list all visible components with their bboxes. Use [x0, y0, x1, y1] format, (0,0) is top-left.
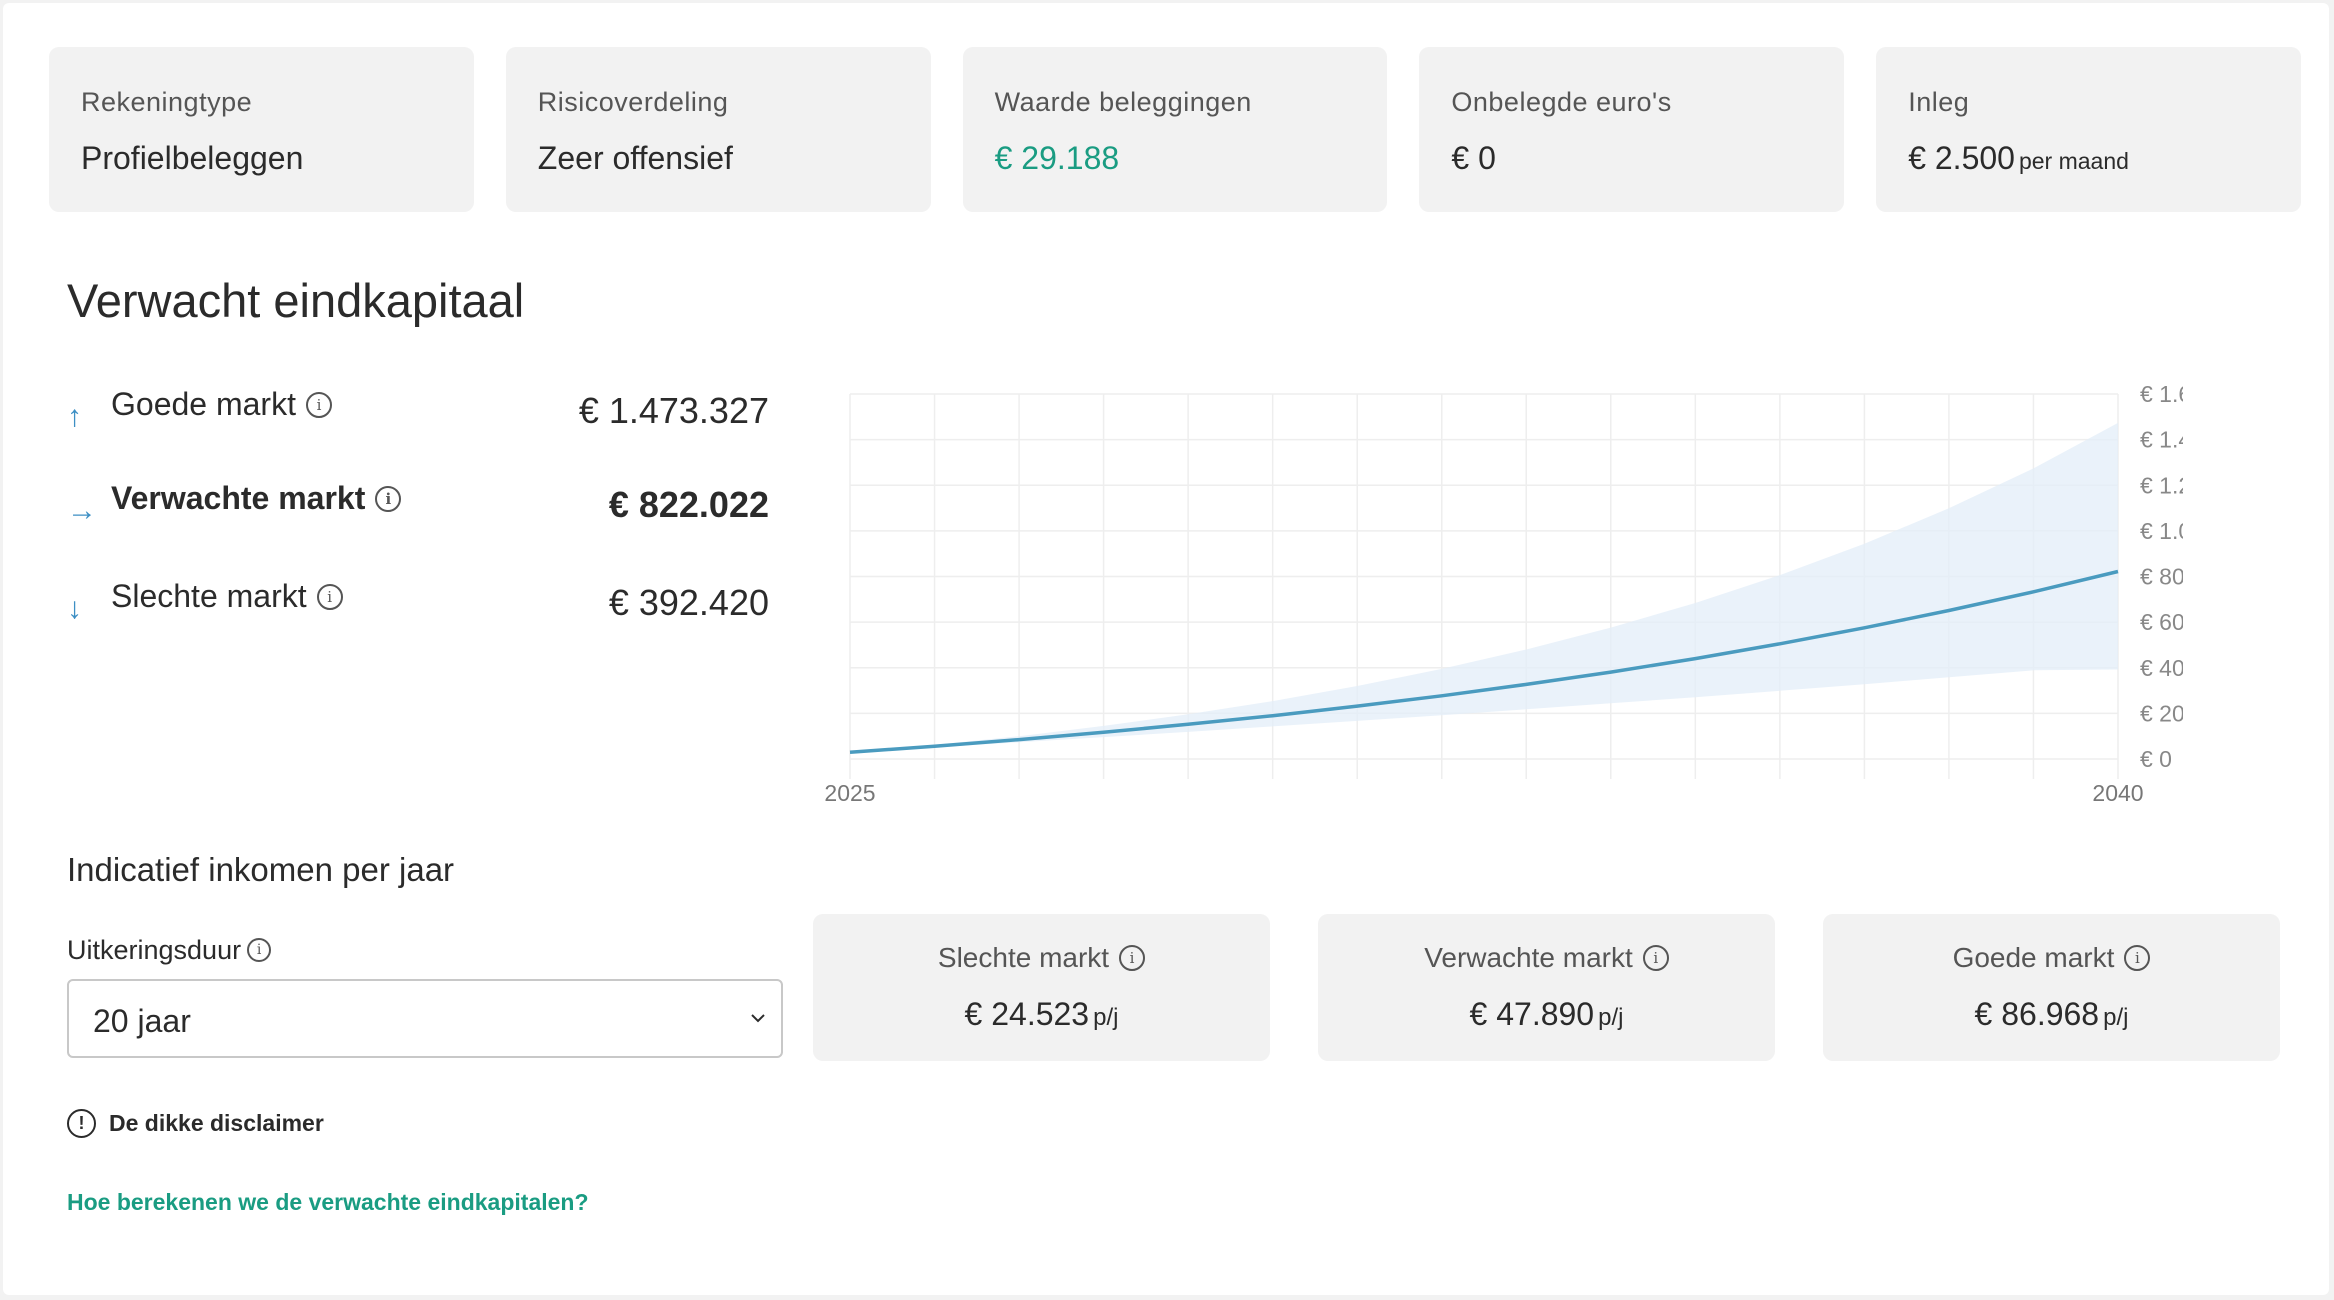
duration-select-value: 20 jaar: [93, 1003, 191, 1039]
income-card-label: Verwachte markt i: [1318, 942, 1775, 974]
card-value: € 29.188: [994, 140, 1120, 176]
market-row-expected: → Verwachte markt i € 822.022: [67, 480, 769, 540]
market-value: € 1.473.327: [578, 390, 769, 431]
duration-label: Uitkeringsduur i: [67, 935, 272, 966]
page: Rekeningtype Profielbeleggen Risicoverde…: [3, 3, 2329, 1295]
income-value: € 86.968: [1974, 996, 2100, 1032]
market-label-wrap: Verwachte markt i: [111, 480, 402, 517]
disclaimer[interactable]: ! De dikke disclaimer: [67, 1107, 324, 1139]
card-value: Zeer offensief: [537, 140, 733, 176]
income-card-expected: Verwachte markt i € 47.890 p/j: [1318, 914, 1775, 1061]
market-label-wrap: Goede markt i: [111, 386, 332, 423]
arrow-down-icon: ↓: [67, 592, 82, 625]
income-card-value: € 86.968 p/j: [1823, 996, 2280, 1033]
income-card-label-text: Goede markt: [1952, 942, 2115, 973]
chevron-down-icon: [751, 1014, 765, 1023]
income-card-value: € 24.523 p/j: [813, 996, 1270, 1033]
income-suffix: p/j: [1093, 1004, 1119, 1031]
card-label: Onbelegde euro's: [1451, 87, 1672, 117]
income-suffix: p/j: [1598, 1004, 1624, 1031]
card-deposit: Inleg € 2.500 per maand: [1876, 47, 2301, 212]
card-value: € 0: [1451, 140, 1496, 176]
y-tick-label: € 200.000: [2140, 700, 2183, 726]
projection-chart: € 0 € 200.000 € 400.000 € 600.000 € 800.000 €…: [824, 381, 2183, 806]
card-risk-profile: Risicoverdeling Zeer offensief: [505, 47, 931, 212]
y-tick-label: € 1.400.000: [2140, 427, 2183, 453]
section-title: Verwacht eindkapitaal: [67, 274, 525, 327]
card-value: € 2.500: [1908, 140, 2015, 176]
market-label-wrap: Slechte markt i: [111, 578, 343, 615]
arrow-up-icon: ↑: [67, 400, 82, 433]
disclaimer-text: De dikke disclaimer: [109, 1109, 324, 1136]
market-value: € 392.420: [608, 582, 769, 623]
info-icon[interactable]: i: [1119, 944, 1146, 971]
income-value: € 47.890: [1469, 996, 1595, 1032]
y-tick-label: € 1.000.000: [2140, 518, 2183, 544]
market-label: Slechte markt: [111, 578, 307, 614]
info-icon[interactable]: i: [305, 391, 332, 418]
info-icon[interactable]: i: [316, 583, 343, 610]
income-value: € 24.523: [964, 996, 1090, 1032]
market-label: Verwachte markt: [111, 480, 366, 516]
market-label: Goede markt: [111, 386, 296, 422]
income-card-bad: Slechte markt i € 24.523 p/j: [813, 914, 1270, 1061]
income-title: Indicatief inkomen per jaar: [67, 851, 455, 888]
income-card-label: Slechte markt i: [813, 942, 1270, 974]
range-band-area: [850, 422, 2118, 753]
duration-select[interactable]: 20 jaar: [67, 979, 783, 1058]
card-suffix: per maand: [2018, 148, 2129, 174]
card-label: Risicoverdeling: [537, 87, 729, 117]
calculation-link[interactable]: Hoe berekenen we de verwachte eindkapita…: [67, 1189, 589, 1215]
card-value: Profielbeleggen: [81, 140, 304, 176]
income-card-value: € 47.890 p/j: [1318, 996, 1775, 1033]
arrow-right-icon: →: [67, 494, 97, 527]
card-uninvested-cash: Onbelegde euro's € 0: [1419, 47, 1845, 212]
info-icon[interactable]: i: [247, 937, 272, 962]
expected-market-line: [849, 569, 2119, 755]
y-tick-label: € 1.200.000: [2140, 472, 2183, 498]
income-card-label-text: Slechte markt: [937, 942, 1110, 973]
x-tick-label: 2040: [2092, 780, 2143, 806]
info-icon[interactable]: i: [375, 485, 402, 512]
market-row-good: ↑ Goede markt i € 1.473.327: [67, 386, 769, 446]
y-tick-label: € 600.000: [2140, 609, 2183, 635]
card-investment-value: Waarde beleggingen € 29.188: [962, 47, 1388, 212]
income-card-good: Goede markt i € 86.968 p/j: [1823, 914, 2280, 1061]
y-tick-label: € 800.000: [2140, 564, 2183, 590]
market-row-bad: ↓ Slechte markt i € 392.420: [67, 578, 769, 638]
card-label: Waarde beleggingen: [994, 87, 1252, 117]
duration-label-text: Uitkeringsduur: [67, 935, 242, 965]
x-tick-label: 2025: [824, 780, 875, 806]
exclamation-icon: !: [67, 1108, 96, 1138]
summary-cards: Rekeningtype Profielbeleggen Risicoverde…: [49, 47, 2301, 212]
market-value: € 822.022: [608, 484, 769, 525]
income-card-label: Goede markt i: [1823, 942, 2280, 974]
info-icon[interactable]: i: [1642, 944, 1669, 971]
card-account-type: Rekeningtype Profielbeleggen: [49, 47, 474, 212]
income-suffix: p/j: [2103, 1004, 2129, 1031]
y-tick-label: € 400.000: [2140, 655, 2183, 681]
card-value-wrap: € 2.500 per maand: [1908, 140, 2269, 177]
info-icon[interactable]: i: [2124, 944, 2151, 971]
card-label: Rekeningtype: [81, 87, 253, 117]
y-tick-label: € 1.600.000: [2140, 381, 2183, 407]
y-tick-label: € 0: [2140, 746, 2172, 772]
card-label: Inleg: [1908, 87, 1970, 117]
income-card-label-text: Verwachte markt: [1424, 942, 1633, 973]
